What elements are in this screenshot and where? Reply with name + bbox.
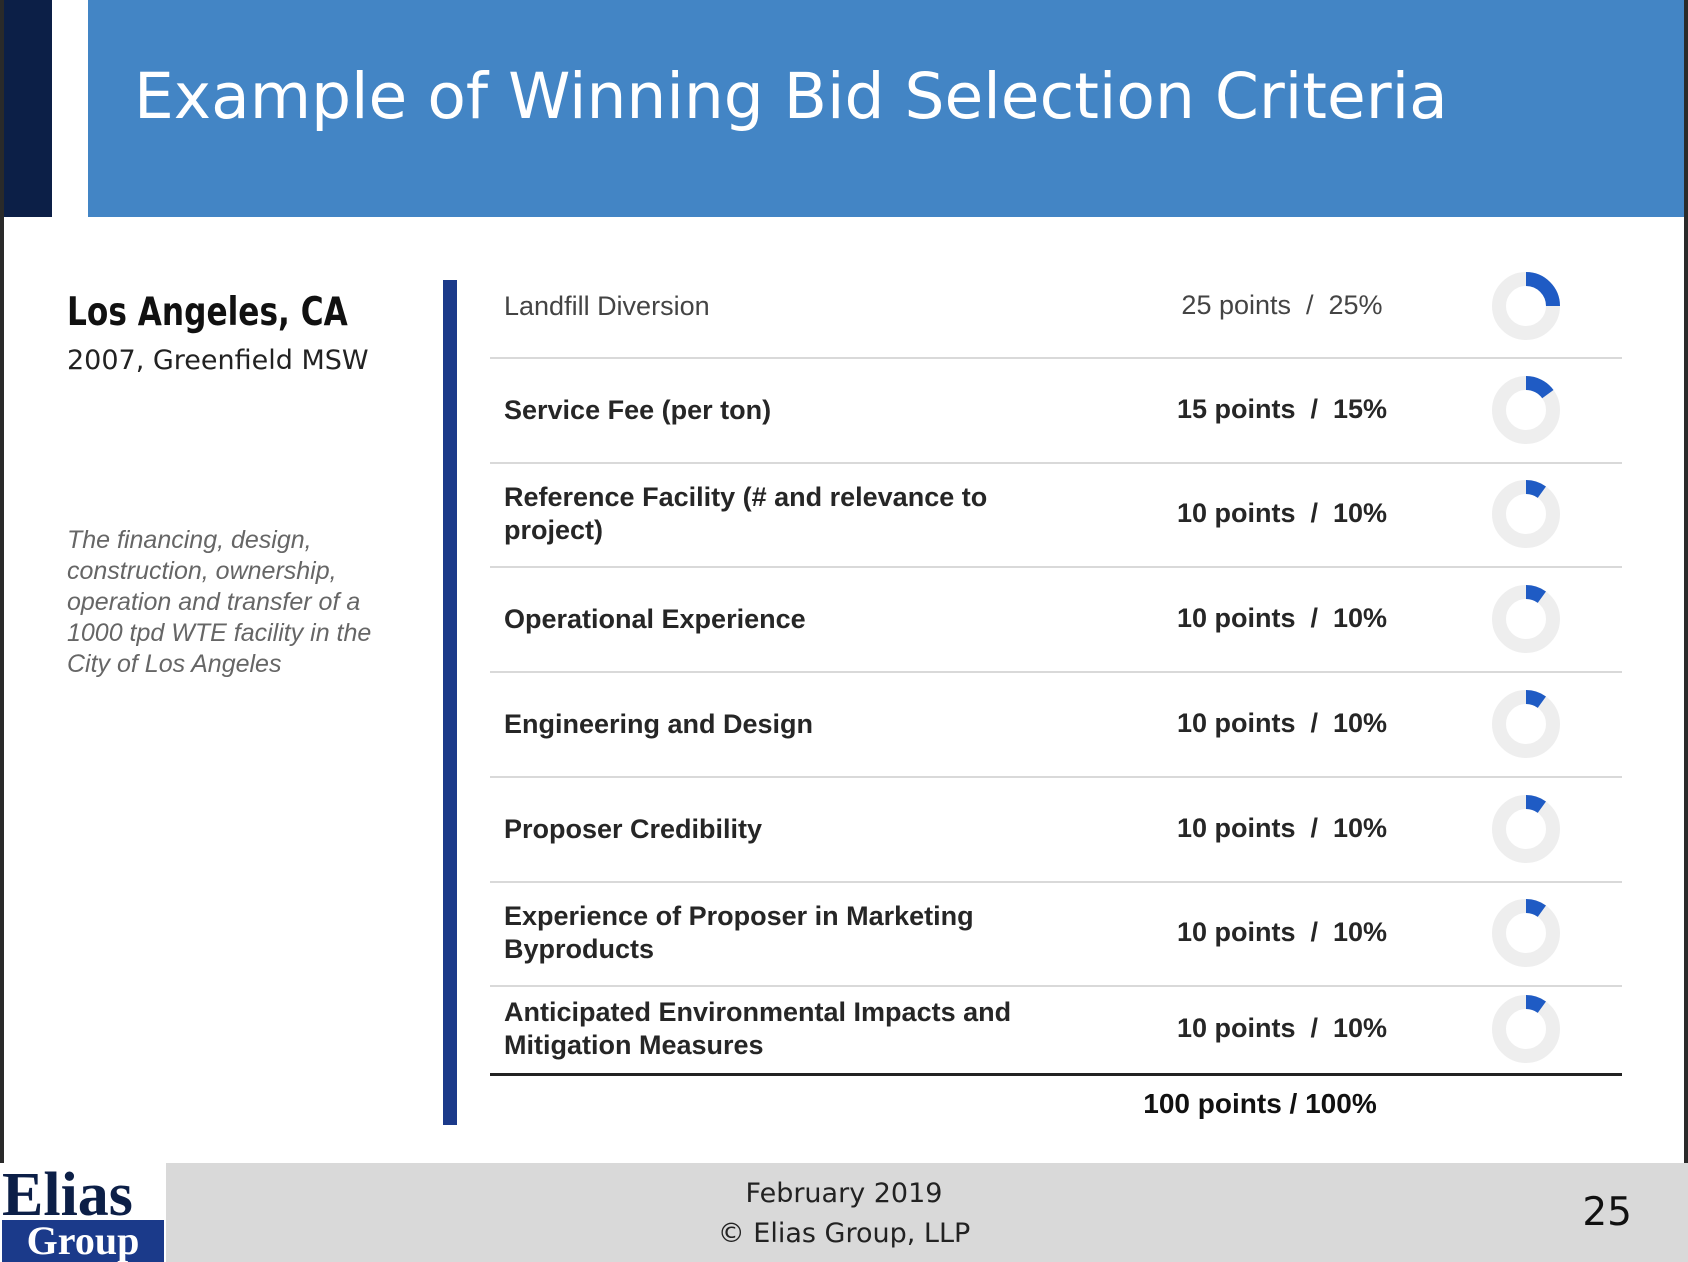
page-number: 25 xyxy=(1582,1190,1632,1235)
donut-share-arc xyxy=(1525,689,1546,708)
donut-progress-icon xyxy=(1492,480,1560,548)
slide-title: Example of Winning Bid Selection Criteri… xyxy=(134,60,1448,133)
donut-share-arc xyxy=(1525,584,1546,603)
donut-share-arc xyxy=(1525,899,1546,918)
criteria-points: 10 points / 10% xyxy=(1176,812,1388,843)
criteria-row: Reference Facility (# and relevance to p… xyxy=(490,462,1622,568)
donut-track xyxy=(1492,480,1560,548)
criteria-label: Operational Experience xyxy=(504,603,806,634)
logo-word-elias: Elias xyxy=(2,1161,133,1229)
criteria-row: Proposer Credibility 10 points / 10% xyxy=(490,776,1622,883)
criteria-label: Anticipated Environmental Impacts and Mi… xyxy=(504,997,1012,1060)
criteria-label: Reference Facility (# and relevance to p… xyxy=(504,482,988,545)
footer-copyright: © Elias Group, LLP xyxy=(717,1218,971,1249)
donut-progress-icon xyxy=(1492,584,1560,653)
donut-track xyxy=(1492,995,1560,1063)
criteria-points: 10 points / 10% xyxy=(1176,602,1388,633)
criteria-label: Proposer Credibility xyxy=(504,813,763,844)
logo-word-group: Group xyxy=(2,1220,164,1262)
project-city: Los Angeles, CA xyxy=(67,290,348,335)
elias-group-logo: Elias Group xyxy=(0,1163,166,1262)
donut-share-arc xyxy=(1525,995,1546,1014)
donut-track xyxy=(1492,899,1560,967)
donut-share-arc xyxy=(1525,794,1546,813)
title-banner: Example of Winning Bid Selection Criteri… xyxy=(88,0,1684,217)
criteria-label: Engineering and Design xyxy=(504,708,814,739)
criteria-points: 10 points / 10% xyxy=(1176,498,1388,528)
criteria-row: Operational Experience 10 points / 10% xyxy=(490,566,1622,673)
frame-edge-left xyxy=(0,0,4,1262)
donut-track xyxy=(1492,689,1560,758)
criteria-row: Service Fee (per ton) 15 points / 15% xyxy=(490,357,1622,464)
criteria-points: 15 points / 15% xyxy=(1176,393,1388,424)
criteria-points: 10 points / 10% xyxy=(1176,917,1388,947)
donut-track xyxy=(1492,794,1560,863)
criteria-row: Experience of Proposer in Marketing Bypr… xyxy=(490,881,1622,987)
footer-band xyxy=(0,1163,1688,1262)
criteria-points: 10 points / 10% xyxy=(1176,707,1388,738)
criteria-label: Service Fee (per ton) xyxy=(504,394,772,425)
project-subtitle: 2007, Greenfield MSW xyxy=(67,345,369,376)
donut-progress-icon xyxy=(1492,995,1560,1063)
criteria-row: Anticipated Environmental Impacts and Mi… xyxy=(490,985,1622,1076)
criteria-label: Landfill Diversion xyxy=(504,291,710,321)
donut-progress-icon xyxy=(1492,689,1560,758)
donut-share-arc xyxy=(1525,375,1554,399)
donut-share-arc xyxy=(1525,272,1560,307)
donut-progress-icon xyxy=(1492,272,1560,340)
frame-edge-right xyxy=(1684,0,1688,1262)
divider-bar xyxy=(443,280,457,1125)
donut-track xyxy=(1492,584,1560,653)
donut-progress-icon xyxy=(1492,899,1560,967)
donut-share-arc xyxy=(1525,480,1546,499)
footer-date: February 2019 xyxy=(745,1178,943,1209)
criteria-points: 25 points / 25% xyxy=(1181,290,1383,320)
criteria-row: Engineering and Design 10 points / 10% xyxy=(490,671,1622,778)
donut-progress-icon xyxy=(1492,375,1560,444)
total-points: 100 points / 100% xyxy=(1143,1088,1377,1119)
donut-progress-icon xyxy=(1492,794,1560,863)
criteria-points: 10 points / 10% xyxy=(1176,1013,1388,1043)
project-description: The financing, design, construction, own… xyxy=(67,526,372,678)
header-accent-bar xyxy=(4,0,52,217)
criteria-row: Landfill Diversion 25 points / 25% xyxy=(490,255,1622,359)
criteria-label: Experience of Proposer in Marketing Bypr… xyxy=(504,901,974,964)
